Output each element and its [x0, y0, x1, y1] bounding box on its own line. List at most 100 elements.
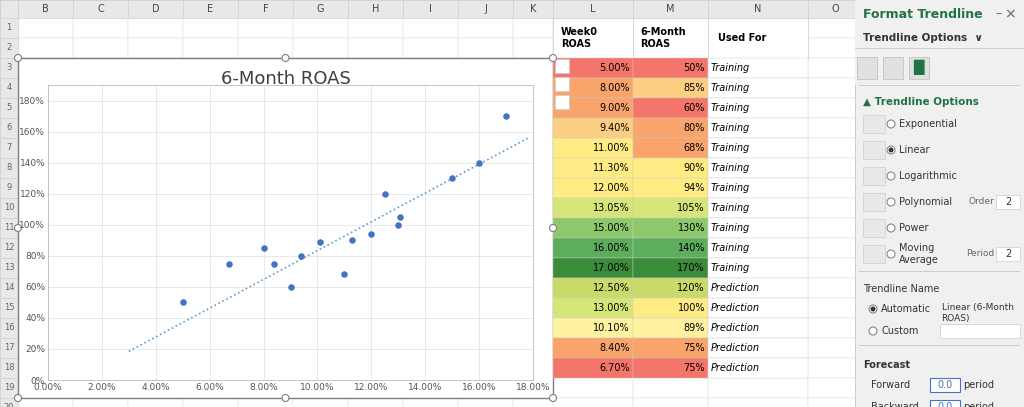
Text: Training: Training: [711, 183, 751, 193]
Circle shape: [282, 55, 289, 61]
Text: 16: 16: [4, 324, 14, 333]
Bar: [633, 138, 708, 158]
Bar: [183, 78, 238, 98]
Text: Prediction: Prediction: [711, 343, 760, 353]
Bar: [403, 158, 458, 178]
Bar: [348, 138, 403, 158]
Bar: [918, 218, 953, 238]
Text: period: period: [964, 380, 994, 390]
Bar: [863, 398, 918, 407]
Bar: [128, 78, 183, 98]
Bar: [73, 358, 128, 378]
Bar: [0, 178, 18, 198]
Text: 13: 13: [4, 263, 14, 273]
Bar: [458, 0, 513, 18]
Bar: [73, 378, 128, 398]
Bar: [918, 98, 953, 118]
Bar: [238, 158, 293, 178]
Bar: [553, 58, 633, 78]
Bar: [513, 98, 553, 118]
Text: I: I: [429, 4, 432, 14]
Bar: [708, 58, 808, 78]
Bar: [553, 238, 633, 258]
Bar: [708, 218, 808, 238]
Bar: [863, 338, 918, 358]
Text: 94%: 94%: [684, 183, 705, 193]
Bar: [553, 278, 633, 298]
Bar: [18, 318, 73, 338]
Bar: [183, 158, 238, 178]
Text: 90%: 90%: [684, 163, 705, 173]
Bar: [633, 298, 708, 318]
Bar: [73, 198, 128, 218]
Bar: [708, 58, 808, 78]
Text: 68%: 68%: [684, 143, 705, 153]
Text: Training: Training: [711, 143, 751, 153]
Bar: [238, 298, 293, 318]
Point: [364, 231, 380, 237]
Bar: [513, 238, 553, 258]
Bar: [128, 318, 183, 338]
Text: Linear (6-Month
ROAS): Linear (6-Month ROAS): [941, 303, 1014, 323]
Bar: [128, 98, 183, 118]
Text: Training: Training: [711, 223, 751, 233]
Bar: [918, 298, 953, 318]
Bar: [73, 138, 128, 158]
Bar: [553, 158, 633, 178]
Circle shape: [887, 146, 895, 154]
Text: 89%: 89%: [684, 323, 705, 333]
Text: K: K: [529, 4, 537, 14]
Bar: [348, 258, 403, 278]
Bar: [863, 0, 918, 18]
Bar: [918, 178, 953, 198]
Bar: [553, 258, 633, 278]
Text: Period: Period: [966, 249, 994, 258]
Bar: [73, 398, 128, 407]
Bar: [808, 258, 863, 278]
Bar: [293, 158, 348, 178]
Bar: [863, 238, 918, 258]
Bar: [458, 398, 513, 407]
Bar: [128, 358, 183, 378]
Bar: [238, 398, 293, 407]
Bar: [555, 77, 569, 91]
Bar: [18, 258, 73, 278]
Bar: [808, 198, 863, 218]
Bar: [855, 48, 1024, 49]
Bar: [293, 398, 348, 407]
Bar: [708, 378, 808, 398]
Bar: [553, 78, 633, 98]
Bar: [403, 338, 458, 358]
Bar: [708, 158, 808, 178]
Bar: [708, 298, 808, 318]
Bar: [458, 38, 513, 58]
Bar: [918, 378, 953, 398]
Bar: [18, 98, 73, 118]
Bar: [0, 58, 18, 78]
Text: Trendline Name: Trendline Name: [863, 284, 939, 294]
Bar: [18, 138, 73, 158]
Bar: [73, 78, 128, 98]
Bar: [238, 378, 293, 398]
Bar: [513, 78, 553, 98]
Bar: [863, 58, 918, 78]
Text: Backward: Backward: [871, 402, 919, 407]
Bar: [808, 118, 863, 138]
Bar: [939, 324, 1020, 338]
Circle shape: [550, 225, 556, 232]
Bar: [458, 358, 513, 378]
Bar: [293, 178, 348, 198]
Bar: [918, 238, 953, 258]
Bar: [633, 98, 708, 118]
Bar: [238, 358, 293, 378]
Bar: [863, 98, 918, 118]
Bar: [128, 298, 183, 318]
Bar: [348, 338, 403, 358]
Point: [293, 252, 309, 259]
Bar: [996, 195, 1020, 209]
Text: 60%: 60%: [684, 103, 705, 113]
Bar: [458, 238, 513, 258]
Bar: [128, 258, 183, 278]
Bar: [863, 118, 918, 138]
Bar: [633, 298, 708, 318]
